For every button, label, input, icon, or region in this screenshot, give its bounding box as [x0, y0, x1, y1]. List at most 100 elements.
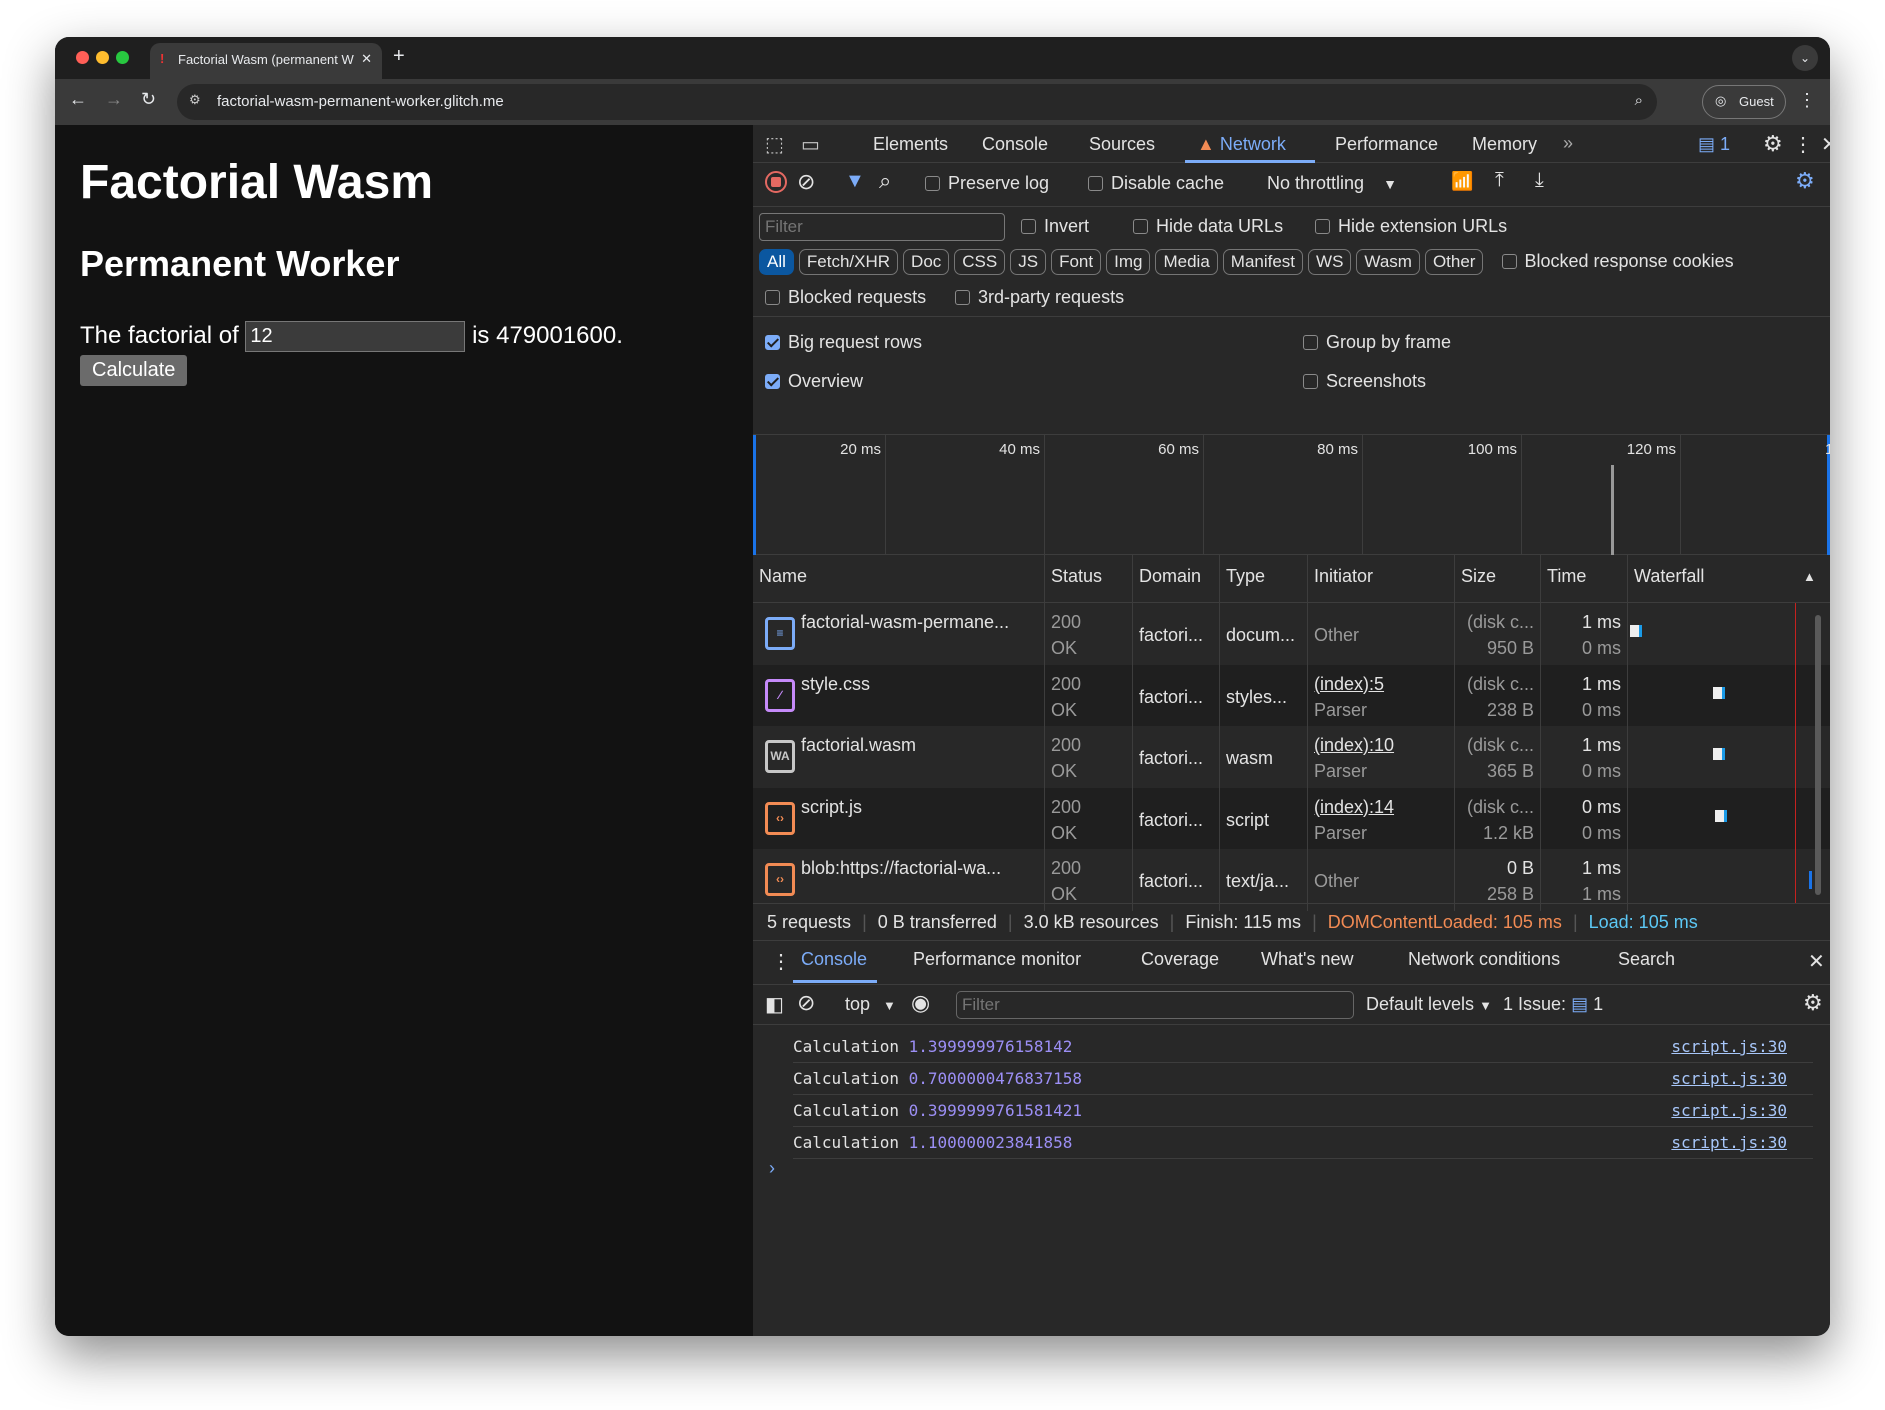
profile-button[interactable]: ◎ Guest	[1702, 85, 1786, 119]
throttling-select[interactable]: No throttling ▼	[1267, 173, 1397, 193]
drawer-tab-search[interactable]: Search	[1618, 949, 1676, 969]
initiator-link[interactable]: (index):10	[1314, 735, 1395, 755]
table-row[interactable]: ‹› blob:https://factorial-wa... 200 OK facto…	[753, 849, 1830, 911]
hide-data-urls-checkbox[interactable]: Hide data URLs	[1133, 216, 1283, 237]
more-tabs-icon[interactable]: »	[1563, 133, 1574, 153]
overview-handle-right[interactable]	[1827, 435, 1830, 555]
settings-gear-icon[interactable]: ⚙	[1763, 131, 1783, 156]
source-link[interactable]: script.js:30	[1671, 1133, 1787, 1152]
close-window-button[interactable]	[76, 51, 89, 64]
blocked-requests-checkbox[interactable]: Blocked requests	[765, 287, 926, 308]
close-devtools-icon[interactable]: ✕	[1821, 134, 1830, 156]
initiator-link[interactable]: (index):14	[1314, 796, 1395, 817]
blocked-cookies-checkbox[interactable]: Blocked response cookies	[1501, 251, 1734, 271]
stop-recording-icon[interactable]	[765, 171, 787, 193]
col-initiator[interactable]: Initiator	[1308, 555, 1455, 602]
col-status[interactable]: Status	[1045, 555, 1133, 602]
browser-tab[interactable]: ! Factorial Wasm (permanent W ✕	[150, 43, 382, 79]
overview-checkbox[interactable]: Overview	[765, 371, 863, 392]
big-rows-checkbox[interactable]: Big request rows	[765, 332, 922, 353]
type-font[interactable]: Font	[1051, 249, 1102, 275]
filter-input[interactable]	[759, 213, 1005, 241]
network-settings-icon[interactable]: ⚙	[1795, 168, 1815, 193]
tab-search-chevron-icon[interactable]: ⌄	[1792, 45, 1818, 71]
clear-console-icon[interactable]: ⊘	[797, 990, 816, 1015]
clear-icon[interactable]: ⊘	[797, 169, 816, 194]
type-ws[interactable]: WS	[1308, 249, 1352, 275]
table-row[interactable]: ‹› script.js 200 OK factori... script (index):…	[753, 787, 1830, 850]
type-other[interactable]: Other	[1424, 249, 1484, 275]
log-levels-select[interactable]: Default levels ▼	[1366, 994, 1492, 1014]
tab-elements[interactable]: Elements	[873, 134, 949, 154]
console-prompt-icon[interactable]: ›	[769, 1158, 775, 1178]
table-row[interactable]: WA factorial.wasm 200 OK factori... wasm (inde…	[753, 726, 1830, 788]
minimize-window-button[interactable]	[96, 51, 109, 64]
type-media[interactable]: Media	[1155, 249, 1218, 275]
forward-icon[interactable]: →	[105, 89, 123, 109]
export-har-icon[interactable]: ⤓	[1535, 169, 1544, 191]
disable-cache-checkbox[interactable]: Disable cache	[1088, 173, 1224, 194]
more-options-icon[interactable]: ⋮	[1793, 134, 1813, 156]
source-link[interactable]: script.js:30	[1671, 1037, 1787, 1056]
console-filter-input[interactable]	[956, 991, 1354, 1019]
device-toolbar-icon[interactable]: ▭	[801, 134, 820, 156]
col-domain[interactable]: Domain	[1133, 555, 1220, 602]
overview-handle-left[interactable]	[753, 435, 756, 555]
drawer-menu-icon[interactable]: ⋮	[771, 951, 791, 973]
type-js[interactable]: JS	[1010, 249, 1047, 275]
invert-checkbox[interactable]: Invert	[1021, 216, 1089, 237]
tab-console[interactable]: Console	[982, 134, 1049, 154]
drawer-tab-coverage[interactable]: Coverage	[1141, 949, 1220, 969]
console-settings-icon[interactable]: ⚙	[1803, 990, 1823, 1015]
reload-icon[interactable]: ↻	[141, 89, 157, 109]
type-fetch-xhr[interactable]: Fetch/XHR	[798, 249, 899, 275]
col-time[interactable]: Time	[1541, 555, 1628, 602]
type-all[interactable]: All	[759, 249, 794, 275]
table-row[interactable]: ≡ factorial-wasm-permane... 200 OK factori..…	[753, 603, 1830, 665]
sidebar-toggle-icon[interactable]: ◧	[765, 994, 784, 1016]
type-wasm[interactable]: Wasm	[1356, 249, 1420, 275]
maximize-window-button[interactable]	[116, 51, 129, 64]
source-link[interactable]: script.js:30	[1671, 1069, 1787, 1088]
console-issues-button[interactable]: 1 Issue: ▤ 1	[1503, 994, 1604, 1014]
drawer-tab-network-conditions[interactable]: Network conditions	[1408, 949, 1561, 969]
type-manifest[interactable]: Manifest	[1222, 249, 1304, 275]
hide-extension-urls-checkbox[interactable]: Hide extension URLs	[1315, 216, 1507, 237]
address-bar[interactable]: ⚙ factorial-wasm-permanent-worker.glitch…	[177, 84, 1657, 120]
initiator-link[interactable]: (index):5	[1314, 673, 1385, 694]
third-party-checkbox[interactable]: 3rd-party requests	[955, 287, 1124, 308]
number-input[interactable]	[245, 321, 466, 352]
group-by-frame-checkbox[interactable]: Group by frame	[1303, 332, 1451, 353]
issues-button[interactable]: ▤ 1	[1698, 134, 1731, 154]
source-link[interactable]: script.js:30	[1671, 1101, 1787, 1120]
preserve-log-checkbox[interactable]: Preserve log	[925, 173, 1049, 194]
tab-performance[interactable]: Performance	[1335, 134, 1439, 154]
context-select[interactable]: top ▼	[845, 994, 896, 1014]
browser-menu-icon[interactable]: ⋮	[1798, 90, 1816, 110]
filter-icon[interactable]: ▼	[845, 170, 865, 192]
site-info-icon[interactable]: ⚙	[189, 92, 201, 107]
network-overview[interactable]: 20 ms 40 ms 60 ms 80 ms 100 ms 120 ms 14	[753, 434, 1830, 555]
inspect-element-icon[interactable]: ⬚	[765, 134, 784, 156]
import-har-icon[interactable]: ⤒	[1495, 169, 1504, 191]
table-scrollbar[interactable]	[1815, 615, 1821, 895]
screenshots-checkbox[interactable]: Screenshots	[1303, 371, 1426, 392]
col-waterfall[interactable]: Waterfall	[1634, 566, 1705, 586]
drawer-tab-console[interactable]: Console	[793, 941, 878, 983]
tab-memory[interactable]: Memory	[1472, 134, 1538, 154]
col-name[interactable]: Name	[753, 555, 1045, 602]
close-drawer-icon[interactable]: ✕	[1808, 951, 1825, 973]
table-row[interactable]: ∕ style.css 200 OK factori... styles... (index…	[753, 664, 1830, 727]
tab-network[interactable]: ▲ Network	[1185, 125, 1315, 163]
type-css[interactable]: CSS	[954, 249, 1006, 275]
tab-sources[interactable]: Sources	[1089, 134, 1156, 154]
zoom-icon[interactable]: ⌕	[1634, 92, 1643, 109]
network-conditions-icon[interactable]: 📶	[1451, 171, 1474, 191]
live-expression-eye-icon[interactable]: ◉	[911, 990, 931, 1015]
back-icon[interactable]: ←	[69, 89, 87, 109]
col-type[interactable]: Type	[1220, 555, 1308, 602]
type-doc[interactable]: Doc	[903, 249, 950, 275]
close-tab-icon[interactable]: ✕	[361, 51, 372, 66]
new-tab-button[interactable]: +	[393, 45, 405, 67]
drawer-tab-whats-new[interactable]: What's new	[1261, 949, 1354, 969]
